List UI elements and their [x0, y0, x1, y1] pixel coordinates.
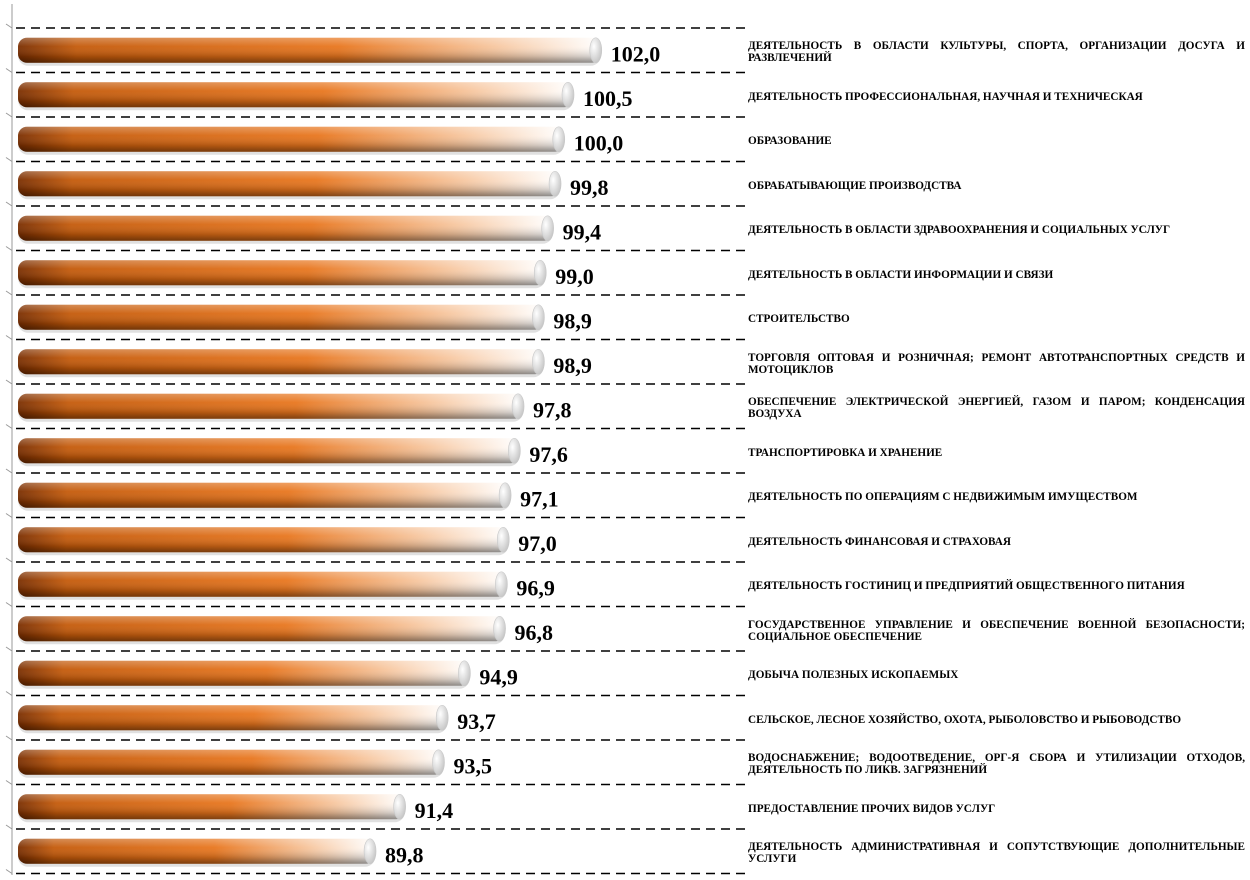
value-labels: 102,0 100,5 100,0 99,8 99,4 99,0 98,9 98,9 97,8 9… — [385, 41, 660, 867]
axis-tick — [5, 23, 13, 29]
value-label: 91,4 — [415, 798, 454, 823]
category-label: ДЕЯТЕЛЬНОСТЬ В ОБЛАСТИ ИНФОРМАЦИИ И СВЯЗ… — [748, 268, 1054, 281]
category-label: ДЕЯТЕЛЬНОСТЬ ФИНАНСОВАЯ И СТРАХОВАЯ — [748, 535, 1011, 548]
axis-tick — [5, 468, 13, 474]
category-label: ДЕЯТЕЛЬНОСТЬ ПО ОПЕРАЦИЯМ С НЕДВИЖИМЫМ И… — [748, 491, 1138, 504]
bar — [18, 660, 471, 689]
bar — [18, 482, 512, 511]
axis-tick — [5, 602, 13, 607]
axis-tick — [5, 646, 13, 652]
bar — [18, 704, 449, 734]
axis-tick — [5, 780, 13, 785]
axis-tick — [5, 112, 13, 118]
axis-tick — [5, 290, 13, 296]
value-label: 96,8 — [515, 620, 554, 645]
axis-tick — [5, 424, 13, 429]
value-label: 98,9 — [553, 353, 592, 378]
category-label: ДЕЯТЕЛЬНОСТЬ В ОБЛАСТИ КУЛЬТУРЫ, СПОРТА,… — [748, 40, 1245, 65]
bar — [18, 749, 445, 778]
value-label: 93,7 — [457, 709, 496, 734]
category-label: ДЕЯТЕЛЬНОСТЬ ГОСТИНИЦ И ПРЕДПРИЯТИЙ ОБЩЕ… — [748, 580, 1185, 593]
value-label: 89,8 — [385, 842, 424, 867]
axis-tick — [5, 68, 13, 73]
category-axis — [5, 4, 13, 875]
bar — [18, 526, 510, 556]
value-label: 93,5 — [454, 753, 493, 778]
category-label: ТРАНСПОРТИРОВКА И ХРАНЕНИЕ — [748, 446, 943, 459]
bar — [18, 838, 377, 867]
axis-tick — [5, 869, 13, 874]
category-label: ДЕЯТЕЛЬНОСТЬ В ОБЛАСТИ ЗДРАВООХРАНЕНИЯ И… — [748, 224, 1171, 237]
bar — [18, 571, 508, 600]
value-label: 102,0 — [611, 41, 661, 66]
value-label: 99,4 — [563, 219, 602, 244]
value-label: 96,9 — [516, 575, 555, 600]
bar — [18, 615, 506, 645]
axis-tick — [5, 201, 13, 207]
category-label: ОБРАБАТЫВАЮЩИЕ ПРОИЗВОДСТВА — [748, 179, 962, 192]
value-label: 100,5 — [583, 86, 633, 111]
bar — [18, 126, 566, 155]
axis-tick — [5, 246, 13, 251]
bar — [18, 37, 603, 66]
bar — [18, 259, 547, 289]
bar — [18, 393, 525, 422]
value-label: 97,6 — [529, 442, 568, 467]
bar — [18, 304, 545, 333]
category-label: ОБРАЗОВАНИЕ — [748, 135, 832, 148]
value-label: 97,0 — [518, 531, 557, 556]
category-label: ТОРГОВЛЯ ОПТОВАЯ И РОЗНИЧНАЯ; РЕМОНТ АВТ… — [748, 351, 1245, 376]
category-label: ОБЕСПЕЧЕНИЕ ЭЛЕКТРИЧЕСКОЙ ЭНЕРГИЕЙ, ГАЗО… — [748, 396, 1245, 421]
grid-lines — [16, 27, 745, 875]
value-label: 97,8 — [533, 397, 572, 422]
bar — [18, 348, 545, 378]
axis-tick — [5, 691, 13, 696]
value-label: 99,8 — [570, 175, 609, 200]
axis-tick — [5, 335, 13, 340]
axis-tick — [5, 379, 13, 385]
bar — [18, 170, 562, 200]
value-label: 100,0 — [574, 130, 624, 155]
bar — [18, 437, 521, 467]
bar — [18, 215, 554, 244]
axis-tick — [5, 824, 13, 830]
value-label: 98,9 — [553, 308, 592, 333]
category-label: ГОСУДАРСТВЕННОЕ УПРАВЛЕНИЕ И ОБЕСПЕЧЕНИЕ… — [748, 618, 1245, 643]
axis-tick — [5, 157, 13, 162]
category-label: ДЕЯТЕЛЬНОСТЬ АДМИНИСТРАТИВНАЯ И СОПУТСТВ… — [748, 841, 1245, 866]
category-label: СТРОИТЕЛЬСТВО — [748, 313, 850, 326]
axis-tick — [5, 557, 13, 563]
category-label: ДОБЫЧА ПОЛЕЗНЫХ ИСКОПАЕМЫХ — [748, 669, 959, 682]
bar — [18, 793, 406, 823]
category-label: ВОДОСНАБЖЕНИЕ; ВОДООТВЕДЕНИЕ, ОРГ-Я СБОР… — [748, 752, 1245, 777]
value-label: 99,0 — [555, 264, 594, 289]
value-label: 97,1 — [520, 486, 559, 511]
bar — [18, 81, 575, 111]
value-label: 94,9 — [479, 664, 518, 689]
category-label: СЕЛЬСКОЕ, ЛЕСНОЕ ХОЗЯЙСТВО, ОХОТА, РЫБОЛ… — [748, 713, 1182, 726]
axis-tick — [5, 735, 13, 741]
bars — [18, 37, 603, 867]
category-label: ДЕЯТЕЛЬНОСТЬ ПРОФЕССИОНАЛЬНАЯ, НАУЧНАЯ И… — [748, 90, 1143, 103]
category-label: ПРЕДОСТАВЛЕНИЕ ПРОЧИХ ВИДОВ УСЛУГ — [748, 802, 996, 815]
axis-tick — [5, 513, 13, 518]
